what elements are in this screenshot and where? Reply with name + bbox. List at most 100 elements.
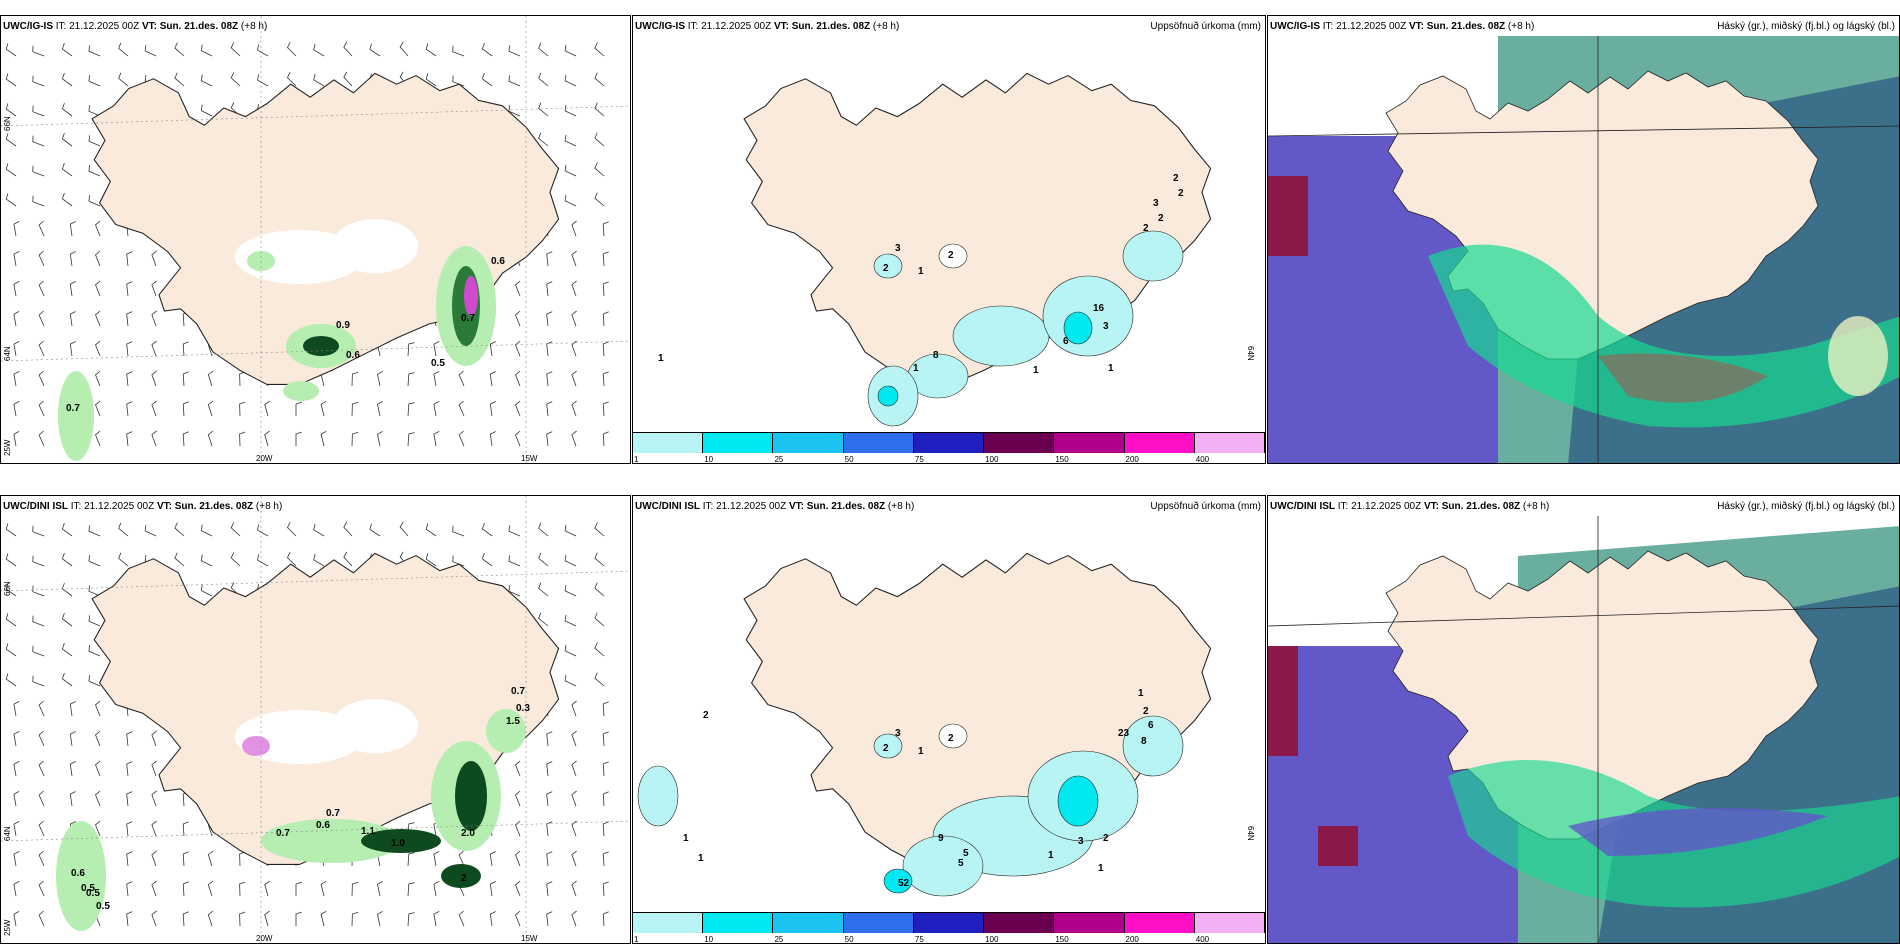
wind-barb bbox=[88, 585, 101, 597]
colorbar-segment: 1 bbox=[633, 913, 704, 943]
wind-barb bbox=[546, 431, 553, 447]
wind-barb bbox=[13, 851, 20, 867]
value-label: 2 bbox=[1173, 173, 1179, 184]
wind-barb bbox=[515, 790, 521, 807]
wind-barb bbox=[126, 791, 133, 807]
wind-barb bbox=[5, 673, 17, 687]
wind-barb bbox=[5, 643, 17, 657]
wind-barb bbox=[88, 195, 101, 207]
value-label: 1.0 bbox=[391, 838, 405, 849]
wind-barb bbox=[546, 881, 553, 897]
value-label: 0.6 bbox=[316, 820, 330, 831]
value-label: 1 bbox=[698, 853, 704, 864]
wind-barb bbox=[69, 281, 76, 297]
value-label: 0.3 bbox=[516, 703, 530, 714]
wind-barb bbox=[95, 280, 101, 297]
wind-barb bbox=[182, 341, 189, 357]
wind-barb bbox=[571, 220, 577, 237]
lon-label: 20W bbox=[256, 934, 273, 943]
value-label: 2 bbox=[1178, 188, 1184, 199]
wind-barb bbox=[126, 761, 133, 777]
wind-barb bbox=[458, 850, 465, 867]
wind-barb bbox=[515, 820, 521, 837]
wind-barb bbox=[571, 400, 577, 417]
wind-barb bbox=[313, 523, 325, 537]
wind-barb bbox=[571, 730, 577, 747]
wind-barb bbox=[433, 341, 440, 357]
wind-barb bbox=[594, 582, 605, 597]
wind-barb bbox=[399, 41, 409, 57]
wind-barb bbox=[95, 430, 101, 447]
value-label: 2 bbox=[461, 873, 467, 884]
colorbar-label: 400 bbox=[1195, 455, 1210, 464]
wind-barb bbox=[126, 281, 133, 297]
wind-barb bbox=[564, 674, 577, 687]
value-label: 0.7 bbox=[66, 403, 80, 414]
wind-barb bbox=[295, 911, 302, 926]
value-label: 0.7 bbox=[461, 313, 475, 324]
wind-barb bbox=[564, 584, 577, 597]
wind-barb bbox=[515, 400, 521, 417]
wind-barb bbox=[151, 310, 157, 327]
wind-barb bbox=[313, 553, 325, 567]
value-label: 1 bbox=[1098, 863, 1104, 874]
wind-barb bbox=[602, 311, 609, 327]
wind-barb bbox=[13, 431, 20, 447]
wind-barb bbox=[594, 672, 605, 687]
wind-barb bbox=[230, 552, 241, 567]
wind-barb bbox=[295, 431, 302, 446]
wind-barb bbox=[95, 730, 101, 747]
wind-barb bbox=[433, 911, 440, 927]
wind-barb bbox=[264, 430, 270, 447]
wind-barb bbox=[377, 400, 383, 417]
wind-barb bbox=[61, 522, 73, 537]
wind-barb bbox=[602, 821, 609, 837]
wind-barb bbox=[38, 730, 45, 747]
colorbar-segment: 100 bbox=[984, 433, 1055, 463]
wind-barb bbox=[174, 552, 185, 567]
wind-barb bbox=[538, 132, 549, 147]
wind-barb bbox=[369, 43, 381, 57]
wind-barb bbox=[95, 790, 101, 807]
wind-barb bbox=[564, 44, 577, 57]
wind-barb bbox=[38, 400, 45, 417]
wind-barb bbox=[200, 104, 213, 117]
wind-barb bbox=[515, 850, 521, 867]
wind-barb bbox=[602, 851, 609, 867]
wind-barb bbox=[602, 401, 609, 417]
wind-barb bbox=[602, 221, 609, 237]
wind-barb bbox=[207, 430, 214, 447]
colorbar-segment: 75 bbox=[913, 433, 985, 463]
value-label: 1 bbox=[913, 363, 919, 374]
value-label: 0.5 bbox=[96, 901, 110, 912]
value-label: 0.7 bbox=[326, 808, 340, 819]
colorbar: 1 10 25 50 75 100 150 200 400 bbox=[633, 432, 1265, 463]
wind-barb bbox=[88, 615, 101, 627]
value-label: 1 bbox=[918, 746, 924, 757]
wind-barb bbox=[151, 790, 157, 807]
value-label: 0.6 bbox=[491, 256, 505, 267]
wind-barb bbox=[351, 432, 359, 447]
value-label: 0.5 bbox=[431, 358, 445, 369]
wind-barb bbox=[571, 280, 577, 297]
wind-barb bbox=[602, 761, 609, 777]
wind-barb bbox=[200, 524, 213, 537]
wind-barb bbox=[399, 521, 409, 537]
value-label: 2 bbox=[948, 250, 954, 261]
wind-barb bbox=[351, 912, 359, 927]
wind-barb bbox=[489, 371, 496, 387]
wind-barb bbox=[5, 553, 17, 567]
colorbar-segment: 25 bbox=[773, 913, 844, 943]
wind-barb bbox=[481, 42, 493, 57]
wind-barb bbox=[61, 102, 73, 117]
wind-barb bbox=[174, 72, 185, 87]
wind-barb bbox=[594, 162, 605, 177]
wind-barb bbox=[481, 522, 493, 537]
wind-barb bbox=[564, 524, 577, 537]
wind-barb bbox=[564, 644, 577, 657]
wind-barb bbox=[407, 912, 415, 927]
value-label: 1 bbox=[658, 353, 664, 364]
wind-barb bbox=[546, 731, 553, 747]
wind-barb bbox=[13, 401, 20, 417]
